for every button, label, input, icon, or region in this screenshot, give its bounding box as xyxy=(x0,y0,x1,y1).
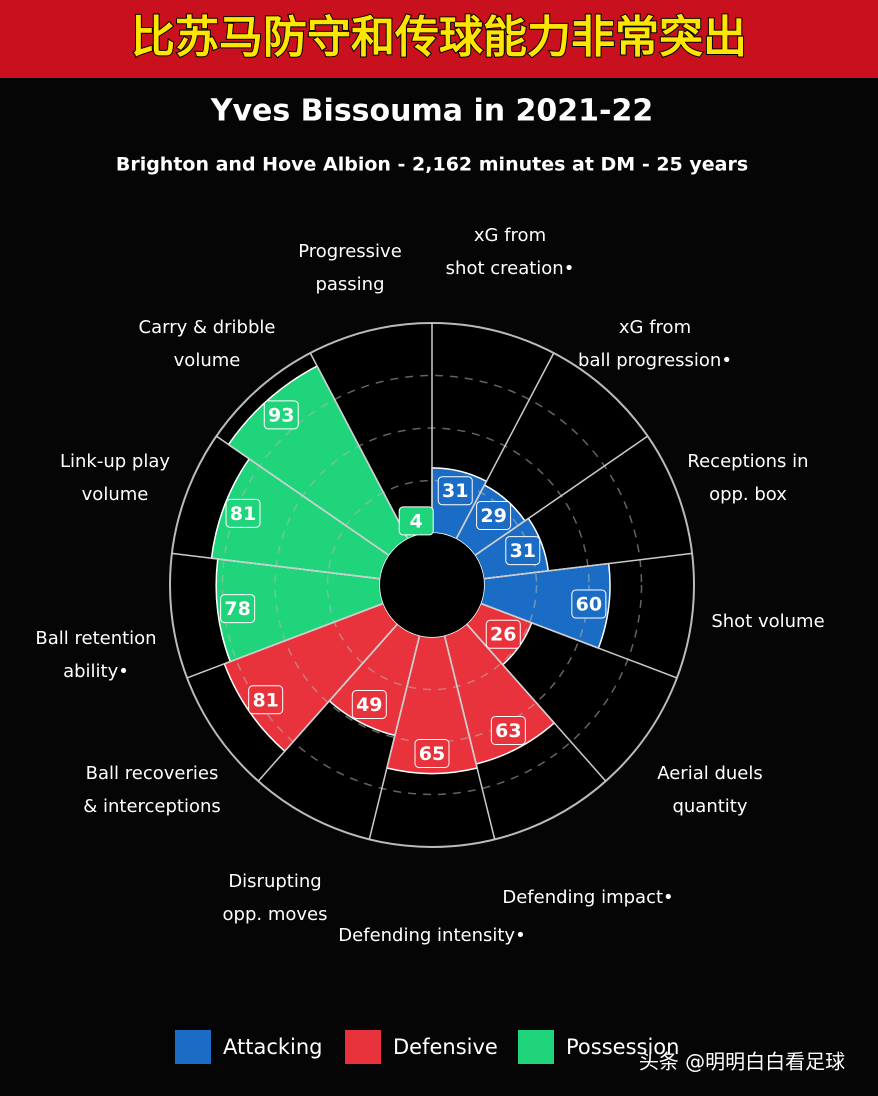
value-label-bg xyxy=(225,498,261,528)
banner-text: 比苏马防守和传球能力非常突出 xyxy=(131,12,747,63)
banner-bg xyxy=(0,0,878,78)
category-label: quantity xyxy=(672,796,747,817)
value-label: 78 xyxy=(224,598,250,620)
slice-divider xyxy=(215,435,390,557)
value-label: 63 xyxy=(495,720,521,742)
value-label: 65 xyxy=(419,743,445,765)
slice-divider xyxy=(443,635,496,840)
slice-divider xyxy=(465,623,607,782)
value-label-bg xyxy=(248,685,284,715)
category-label: ball progression• xyxy=(578,350,732,371)
category-label: Carry & dribble xyxy=(139,317,276,338)
category-label: Shot volume xyxy=(711,611,824,632)
category-label: volume xyxy=(82,484,149,505)
category-label: Defending impact• xyxy=(502,887,673,908)
value-label-bg xyxy=(220,594,256,624)
slice-divider xyxy=(309,352,409,540)
value-label-bg xyxy=(476,500,512,530)
value-label-bg xyxy=(505,536,541,566)
value-label-bg xyxy=(571,589,607,619)
slice-divider xyxy=(474,435,649,557)
grid-ring xyxy=(221,374,643,796)
center-hole xyxy=(380,533,484,637)
category-label: xG from xyxy=(474,225,546,246)
category-label: Defending intensity• xyxy=(338,925,525,946)
value-label: 31 xyxy=(510,540,536,562)
category-label: Progressive xyxy=(298,241,402,262)
value-label-bg xyxy=(398,506,434,536)
value-label: 29 xyxy=(480,505,506,527)
value-label: 81 xyxy=(230,503,256,525)
slice-divider xyxy=(186,602,384,679)
legend-label: Defensive xyxy=(393,1035,498,1059)
category-label: shot creation• xyxy=(446,258,575,279)
category-label: passing xyxy=(315,274,384,295)
legend-swatch xyxy=(345,1030,381,1064)
category-label: ability• xyxy=(63,661,129,682)
value-label-bg xyxy=(351,689,387,719)
slice-divider xyxy=(368,635,421,840)
slice-divider xyxy=(257,623,399,782)
category-label: Receptions in xyxy=(687,451,808,472)
value-label-bg xyxy=(263,400,299,430)
chart-title: Yves Bissouma in 2021-22 xyxy=(210,94,654,129)
value-label-bg xyxy=(490,715,526,745)
category-label: Ball recoveries xyxy=(86,763,219,784)
value-label: 49 xyxy=(356,694,382,716)
category-label: opp. box xyxy=(709,484,787,505)
category-label: xG from xyxy=(619,317,691,338)
category-label: Link-up play xyxy=(60,451,170,472)
slice-divider xyxy=(455,352,555,540)
value-label-bg xyxy=(485,619,521,649)
value-label: 31 xyxy=(442,480,468,502)
slice-divider xyxy=(480,602,678,679)
grid-ring xyxy=(326,479,538,691)
legend-swatch xyxy=(518,1030,554,1064)
legend-label: Possession xyxy=(566,1035,679,1059)
value-label: 4 xyxy=(410,510,423,532)
category-label: Ball retention xyxy=(35,628,156,649)
category-label: Disrupting xyxy=(228,871,321,892)
slice-divider xyxy=(483,552,693,580)
legend-label: Attacking xyxy=(223,1035,323,1059)
value-label: 81 xyxy=(252,689,278,711)
legend-swatch xyxy=(175,1030,211,1064)
value-label: 60 xyxy=(576,594,602,616)
value-label-bg xyxy=(437,476,473,506)
value-label-bg xyxy=(414,739,450,768)
category-label: Aerial duels xyxy=(657,763,763,784)
category-label: volume xyxy=(174,350,241,371)
value-label: 93 xyxy=(268,404,294,426)
chart-subtitle: Brighton and Hove Albion - 2,162 minutes… xyxy=(116,154,748,176)
slice-divider xyxy=(171,552,381,580)
value-label: 26 xyxy=(490,624,516,646)
category-label: & interceptions xyxy=(83,796,221,817)
category-label: opp. moves xyxy=(223,904,328,925)
watermark: 头条 @明明白白看足球 xyxy=(639,1050,845,1074)
